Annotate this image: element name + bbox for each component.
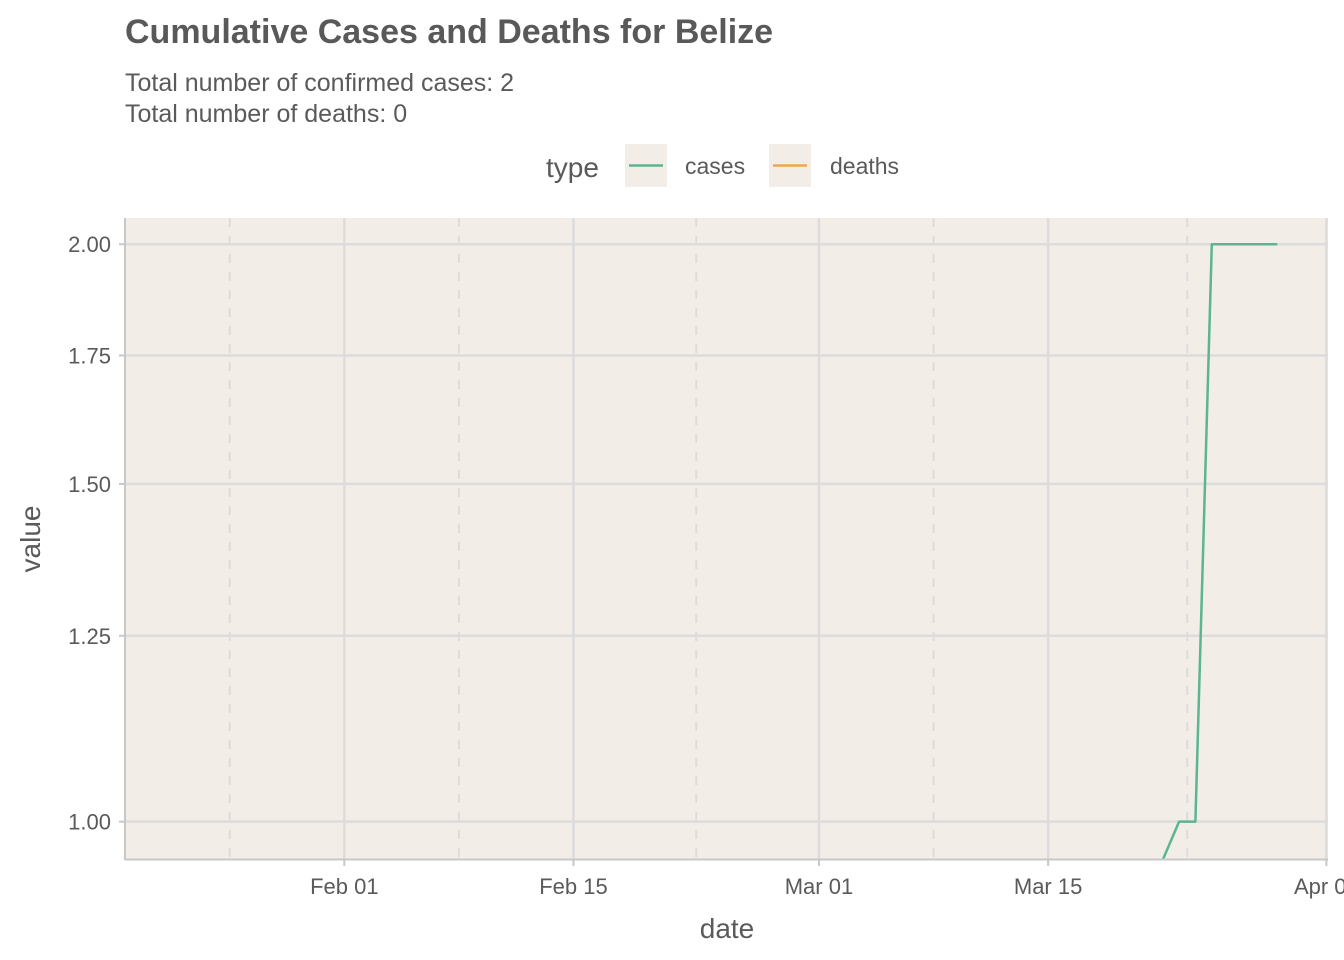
x-tick-label-3: Mar 15 [1014, 874, 1082, 899]
y-tick-label-0: 1.00 [68, 810, 111, 835]
y-tick-label-2: 1.50 [68, 472, 111, 497]
chart-title: Cumulative Cases and Deaths for Belize [125, 13, 773, 51]
x-tick-label-2: Mar 01 [785, 874, 853, 899]
gridlines [119, 218, 1328, 866]
x-axis-title: date [700, 913, 755, 944]
series-layer [1161, 242, 1278, 861]
axes [124, 218, 1328, 861]
series-line-cases [1161, 242, 1278, 861]
plot-panel [125, 218, 1328, 860]
legend-title: type [546, 152, 599, 183]
legend: type cases deaths [546, 144, 899, 187]
x-tick-label-1: Feb 15 [539, 874, 608, 899]
legend-label-cases: cases [685, 153, 745, 179]
legend-label-deaths: deaths [830, 153, 899, 179]
x-tick-label-4: Apr 01 [1294, 874, 1344, 899]
x-tick-label-0: Feb 01 [310, 874, 379, 899]
y-axis-title: value [15, 506, 46, 573]
y-tick-label-4: 2.00 [68, 232, 111, 257]
subtitle-deaths: Total number of deaths: 0 [125, 100, 407, 128]
tick-labels: Feb 01 Feb 15 Mar 01 Mar 15 Apr 01 1.00 1.25 1.… [68, 232, 1344, 899]
y-tick-label-3: 1.75 [68, 343, 111, 368]
y-tick-label-1: 1.25 [68, 624, 111, 649]
subtitle-cases: Total number of confirmed cases: 2 [125, 69, 514, 97]
